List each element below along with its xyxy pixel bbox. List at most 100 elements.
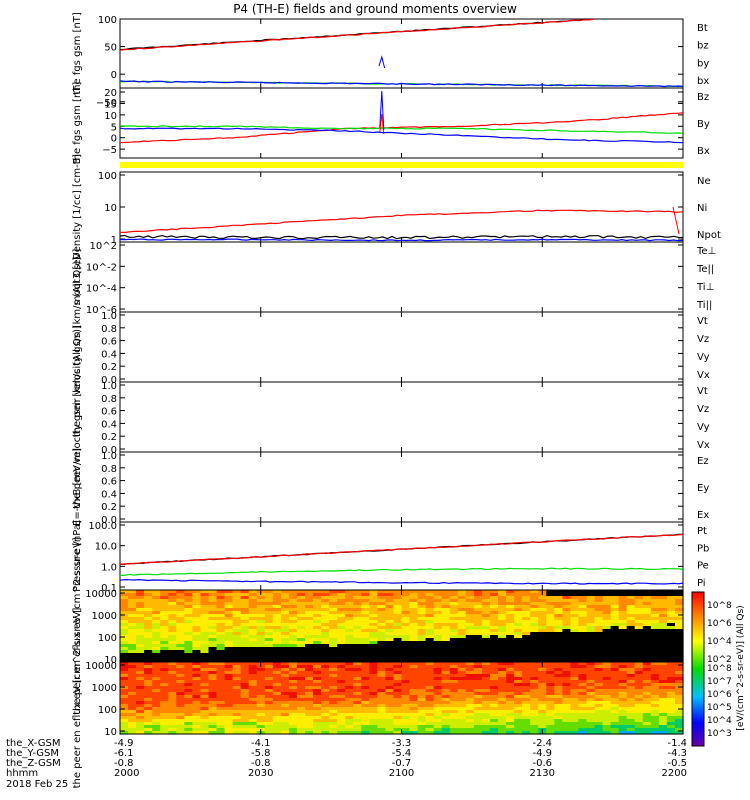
heat-cell bbox=[168, 608, 177, 612]
heat-cell bbox=[490, 647, 499, 651]
heat-cell bbox=[586, 653, 596, 657]
heat-cell bbox=[490, 692, 499, 696]
heat-cell bbox=[361, 680, 370, 684]
heat-cell bbox=[305, 695, 314, 699]
heat-cell bbox=[602, 665, 612, 669]
heat-cell bbox=[666, 695, 676, 699]
heat-cell bbox=[594, 590, 604, 594]
heat-cell bbox=[200, 596, 209, 600]
heat-cell bbox=[288, 710, 298, 714]
heat-cell bbox=[425, 728, 435, 732]
ytick-label: 0.4 bbox=[101, 419, 117, 430]
heat-cell bbox=[128, 659, 137, 663]
heat-cell bbox=[546, 623, 555, 627]
heat-cell bbox=[457, 680, 467, 684]
heat-cell bbox=[296, 641, 306, 645]
heat-cell bbox=[498, 719, 507, 723]
ytick-label: 50 bbox=[104, 43, 117, 54]
ytick-label: 10 bbox=[104, 727, 117, 738]
heat-cell bbox=[570, 602, 579, 606]
heat-cell bbox=[490, 719, 499, 723]
heat-cell bbox=[321, 629, 330, 633]
heat-cell bbox=[361, 689, 370, 693]
heat-cell bbox=[441, 605, 451, 609]
heat-cell bbox=[120, 650, 129, 654]
heat-cell bbox=[232, 605, 242, 609]
heat-cell bbox=[473, 722, 483, 726]
heat-cell bbox=[377, 593, 386, 597]
heat-cell bbox=[313, 707, 322, 711]
legend-Npot: Npot bbox=[697, 230, 721, 241]
heat-cell bbox=[208, 671, 218, 675]
heat-cell bbox=[353, 695, 362, 699]
heat-cell bbox=[602, 707, 612, 711]
heat-cell bbox=[361, 683, 370, 687]
heat-cell bbox=[433, 605, 443, 609]
heat-cell bbox=[393, 614, 403, 618]
legend-Pt: Pt bbox=[697, 526, 707, 537]
heat-cell bbox=[538, 638, 547, 642]
heat-cell bbox=[409, 644, 419, 648]
heat-cell bbox=[369, 635, 378, 639]
heat-cell bbox=[650, 662, 660, 666]
heat-cell bbox=[176, 632, 185, 636]
ytick-label: 100 bbox=[98, 633, 117, 644]
heat-cell bbox=[393, 590, 403, 594]
heat-cell bbox=[369, 662, 378, 666]
heat-cell bbox=[329, 596, 338, 600]
heat-cell bbox=[650, 674, 660, 678]
heat-cell bbox=[176, 695, 185, 699]
heat-cell bbox=[473, 659, 483, 663]
heat-cell bbox=[473, 596, 483, 600]
heat-cell bbox=[570, 590, 579, 594]
heat-cell bbox=[675, 731, 684, 735]
heat-cell bbox=[618, 701, 628, 705]
heat-cell bbox=[481, 620, 491, 624]
heat-cell bbox=[248, 602, 258, 606]
heat-cell bbox=[208, 686, 218, 690]
heat-cell bbox=[385, 656, 394, 660]
heat-cell bbox=[345, 662, 354, 666]
heat-cell bbox=[232, 707, 242, 711]
heat-cell bbox=[120, 626, 129, 630]
heat-cell bbox=[465, 614, 475, 618]
cbar-tick: 10^4 bbox=[707, 716, 732, 726]
heat-cell bbox=[618, 695, 628, 699]
heat-cell bbox=[650, 671, 660, 675]
heat-cell bbox=[288, 677, 298, 681]
heat-cell bbox=[554, 668, 563, 672]
heat-cell bbox=[490, 590, 499, 594]
heat-cell bbox=[184, 692, 193, 696]
heat-cell bbox=[184, 725, 193, 729]
heat-cell bbox=[473, 689, 483, 693]
heat-cell bbox=[417, 677, 427, 681]
heat-cell bbox=[280, 668, 290, 672]
heat-cell bbox=[610, 728, 620, 732]
heat-cell bbox=[650, 611, 660, 615]
heat-cell bbox=[634, 704, 644, 708]
heat-cell bbox=[498, 680, 507, 684]
heat-cell bbox=[313, 596, 322, 600]
heat-cell bbox=[465, 728, 475, 732]
heat-cell bbox=[385, 671, 394, 675]
heat-cell bbox=[465, 653, 475, 657]
heat-cell bbox=[578, 626, 587, 630]
heat-cell bbox=[305, 689, 314, 693]
heat-cell bbox=[433, 593, 443, 597]
heat-cell bbox=[272, 710, 282, 714]
heat-cell bbox=[321, 641, 330, 645]
heat-cell bbox=[602, 590, 612, 594]
heat-cell bbox=[232, 719, 242, 723]
heat-cell bbox=[144, 641, 153, 645]
heat-cell bbox=[184, 719, 193, 723]
heat-cell bbox=[377, 602, 386, 606]
heat-cell bbox=[144, 620, 153, 624]
heat-cell bbox=[168, 683, 177, 687]
heat-cell bbox=[514, 632, 523, 636]
heat-cell bbox=[610, 653, 620, 657]
heat-cell bbox=[530, 638, 539, 642]
heat-cell bbox=[192, 626, 201, 630]
heat-cell bbox=[562, 632, 571, 636]
heat-cell bbox=[562, 686, 571, 690]
heat-cell bbox=[675, 680, 684, 684]
